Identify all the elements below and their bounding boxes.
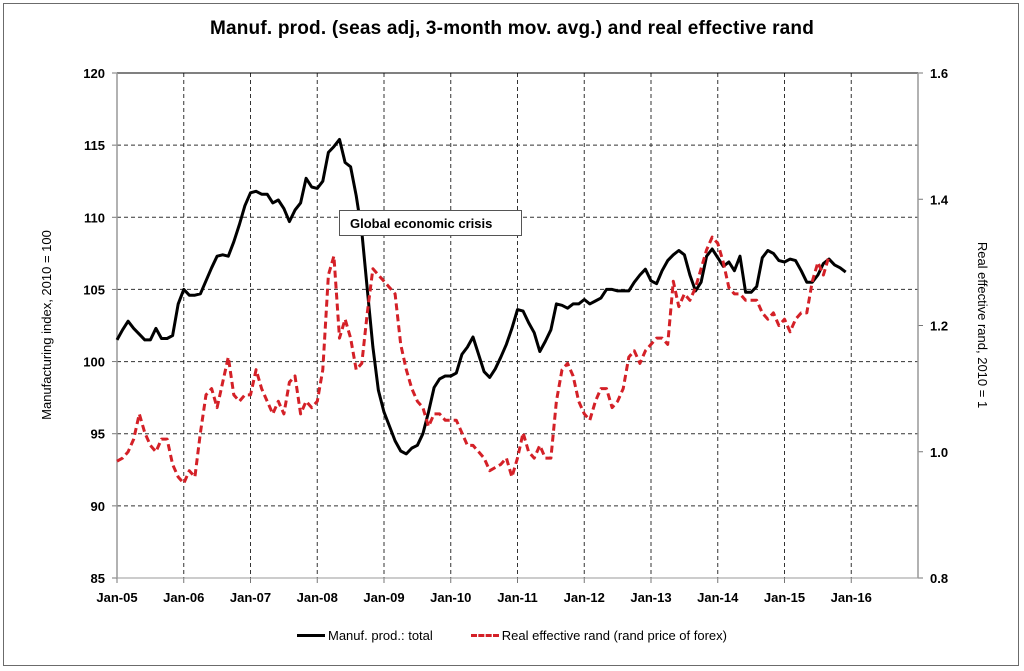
chart-title: Manuf. prod. (seas adj, 3-month mov. avg…	[209, 18, 815, 39]
y-tick-label: 100	[83, 355, 105, 370]
legend-label-manuf: Manuf. prod.: total	[328, 628, 433, 643]
axes: 85 90 95 100 105 110 115 120 0.8 1.0 1.2 1.4 1.6 Jan-…	[83, 66, 949, 605]
series-layer	[115, 137, 847, 485]
y-tick-label: 85	[91, 571, 105, 586]
grid	[117, 73, 918, 578]
x-tick-label: Jan-11	[497, 590, 537, 605]
y2-tick-label: 1.4	[930, 192, 949, 207]
y-tick-label: 110	[84, 210, 105, 225]
x-tick-label: Jan-08	[297, 590, 338, 605]
y-tick-label: 120	[83, 66, 105, 81]
x-tick-label: Jan-13	[630, 590, 671, 605]
y-tick-label: 90	[91, 499, 105, 514]
y2-axis-label: Real effective rand, 2010 = 1	[975, 242, 990, 408]
series-line-manuf-prod	[115, 137, 847, 456]
series-line-real-effective-rand	[116, 235, 831, 485]
legend-swatch-dashed-line	[470, 634, 499, 637]
annotation-global-economic-crisis: Global economic crisis	[339, 210, 522, 236]
y-tick-label: 105	[83, 282, 105, 297]
x-tick-label: Jan-06	[163, 590, 204, 605]
x-tick-label: Jan-07	[230, 590, 271, 605]
y-tick-label: 115	[84, 138, 105, 153]
y2-tick-label: 1.6	[930, 66, 948, 81]
y2-tick-label: 0.8	[930, 571, 948, 586]
x-tick-label: Jan-15	[764, 590, 805, 605]
legend-label-rand: Real effective rand (rand price of forex…	[501, 628, 727, 643]
legend-item-rand: Real effective rand (rand price of forex…	[470, 628, 727, 643]
legend-item-manuf: Manuf. prod.: total	[297, 628, 433, 643]
x-tick-label: Jan-12	[564, 590, 605, 605]
chart-frame	[3, 3, 1019, 666]
y-tick-label: 95	[91, 427, 105, 442]
x-tick-label: Jan-09	[363, 590, 404, 605]
y2-tick-label: 1.2	[930, 319, 948, 334]
y2-tick-label: 1.0	[930, 445, 948, 460]
x-tick-label: Jan-16	[831, 590, 872, 605]
x-tick-label: Jan-14	[697, 590, 739, 605]
legend-swatch-solid-line	[297, 634, 325, 637]
x-tick-label: Jan-05	[96, 590, 137, 605]
x-tick-label: Jan-10	[430, 590, 471, 605]
y-axis-label: Manufacturing index, 2010 = 100	[39, 230, 54, 420]
legend: Manuf. prod.: total Real effective rand …	[0, 628, 1024, 643]
